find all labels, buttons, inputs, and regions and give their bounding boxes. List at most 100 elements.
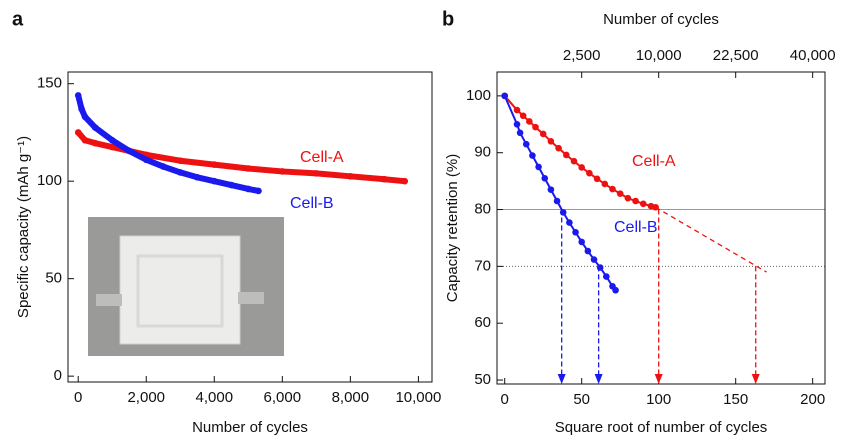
data-point bbox=[513, 120, 521, 128]
y-tick-label: 70 bbox=[474, 257, 491, 274]
y-tick-label: 50 bbox=[474, 371, 491, 388]
x2-tick-label: 22,500 bbox=[713, 47, 759, 64]
arrow-head bbox=[594, 374, 603, 384]
data-point bbox=[532, 123, 539, 131]
data-point bbox=[578, 238, 585, 246]
x2-tick-label: 10,000 bbox=[636, 47, 682, 64]
data-point bbox=[81, 136, 89, 144]
y-axis-title: Capacity retention (%) bbox=[444, 154, 461, 302]
arrow-head bbox=[557, 374, 566, 384]
panel-label: b bbox=[442, 8, 454, 30]
data-point bbox=[513, 106, 521, 114]
data-point bbox=[279, 168, 286, 175]
arrow-head bbox=[751, 374, 760, 384]
data-point bbox=[601, 180, 609, 188]
plot-frame bbox=[496, 71, 826, 385]
data-point bbox=[529, 152, 536, 159]
y-tick-label: 150 bbox=[37, 75, 62, 92]
x-tick-label: 100 bbox=[646, 391, 671, 408]
y-tick-label: 100 bbox=[466, 87, 491, 104]
series-label: Cell-A bbox=[300, 149, 344, 166]
y-tick-label: 80 bbox=[474, 200, 491, 217]
data-point bbox=[586, 169, 593, 177]
y-tick-label: 50 bbox=[45, 270, 62, 287]
x-tick-label: 150 bbox=[723, 391, 748, 408]
x-axis-title: Number of cycles bbox=[192, 419, 308, 436]
data-point bbox=[553, 197, 561, 205]
data-point bbox=[584, 247, 592, 255]
series-line bbox=[503, 95, 617, 291]
data-point bbox=[74, 92, 82, 99]
data-point bbox=[347, 173, 354, 180]
data-point bbox=[559, 209, 567, 216]
x2-axis-title: Number of cycles bbox=[603, 11, 719, 28]
data-point bbox=[244, 165, 252, 172]
data-point bbox=[570, 157, 578, 165]
data-point bbox=[624, 194, 632, 202]
data-point bbox=[547, 186, 555, 193]
plot-frame bbox=[67, 71, 433, 383]
data-point bbox=[639, 200, 647, 208]
panel-label: a bbox=[12, 8, 24, 30]
data-point bbox=[125, 147, 133, 155]
series-label: Cell-A bbox=[632, 153, 676, 170]
x-tick-label: 8,000 bbox=[332, 389, 370, 406]
y-tick-label: 60 bbox=[474, 314, 491, 331]
data-point bbox=[539, 130, 547, 138]
series-line bbox=[75, 130, 406, 185]
data-point bbox=[652, 203, 659, 211]
data-point bbox=[108, 136, 116, 144]
x-tick-label: 10,000 bbox=[395, 389, 441, 406]
data-point bbox=[91, 124, 99, 131]
data-point bbox=[381, 175, 388, 183]
data-point bbox=[210, 161, 218, 168]
x-tick-label: 2,000 bbox=[127, 389, 165, 406]
inset-photo bbox=[88, 217, 284, 356]
x-axis-title: Square root of number of cycles bbox=[555, 419, 768, 436]
data-point bbox=[108, 143, 116, 151]
data-point bbox=[572, 228, 579, 236]
data-point bbox=[176, 157, 184, 165]
x-tick-label: 200 bbox=[800, 391, 825, 408]
data-point bbox=[590, 256, 598, 263]
series-label: Cell-B bbox=[614, 219, 658, 236]
data-point bbox=[526, 118, 533, 125]
x-tick-label: 0 bbox=[501, 391, 509, 408]
x-tick-label: 50 bbox=[573, 391, 590, 408]
data-point bbox=[81, 113, 89, 121]
data-point bbox=[609, 185, 616, 193]
y-tick-label: 100 bbox=[37, 172, 62, 189]
data-point bbox=[501, 92, 508, 100]
x-tick-label: 4,000 bbox=[196, 389, 234, 406]
data-point bbox=[244, 185, 252, 193]
x2-tick-label: 40,000 bbox=[790, 47, 836, 64]
data-point bbox=[547, 138, 555, 145]
data-point bbox=[562, 151, 570, 159]
data-point bbox=[193, 173, 201, 181]
data-point bbox=[612, 286, 619, 294]
data-point bbox=[255, 187, 262, 195]
y-tick-label: 90 bbox=[474, 144, 491, 161]
x-tick-label: 0 bbox=[74, 389, 82, 406]
data-point bbox=[142, 156, 150, 164]
data-point bbox=[522, 140, 530, 148]
series-line bbox=[503, 95, 656, 209]
data-point bbox=[519, 112, 527, 120]
data-point bbox=[74, 129, 82, 136]
data-point bbox=[535, 163, 542, 171]
extrapolation-line bbox=[655, 206, 767, 273]
data-point bbox=[91, 139, 99, 147]
data-point bbox=[313, 170, 320, 177]
data-point bbox=[516, 129, 524, 137]
data-point bbox=[603, 273, 610, 280]
data-point bbox=[78, 105, 85, 113]
data-point bbox=[616, 190, 624, 197]
data-point bbox=[596, 264, 604, 271]
data-point bbox=[578, 164, 585, 171]
data-point bbox=[566, 219, 573, 226]
data-point bbox=[593, 175, 601, 183]
data-point bbox=[401, 177, 409, 185]
y-tick-label: 0 bbox=[54, 367, 62, 384]
x2-tick-label: 2,500 bbox=[563, 47, 601, 64]
